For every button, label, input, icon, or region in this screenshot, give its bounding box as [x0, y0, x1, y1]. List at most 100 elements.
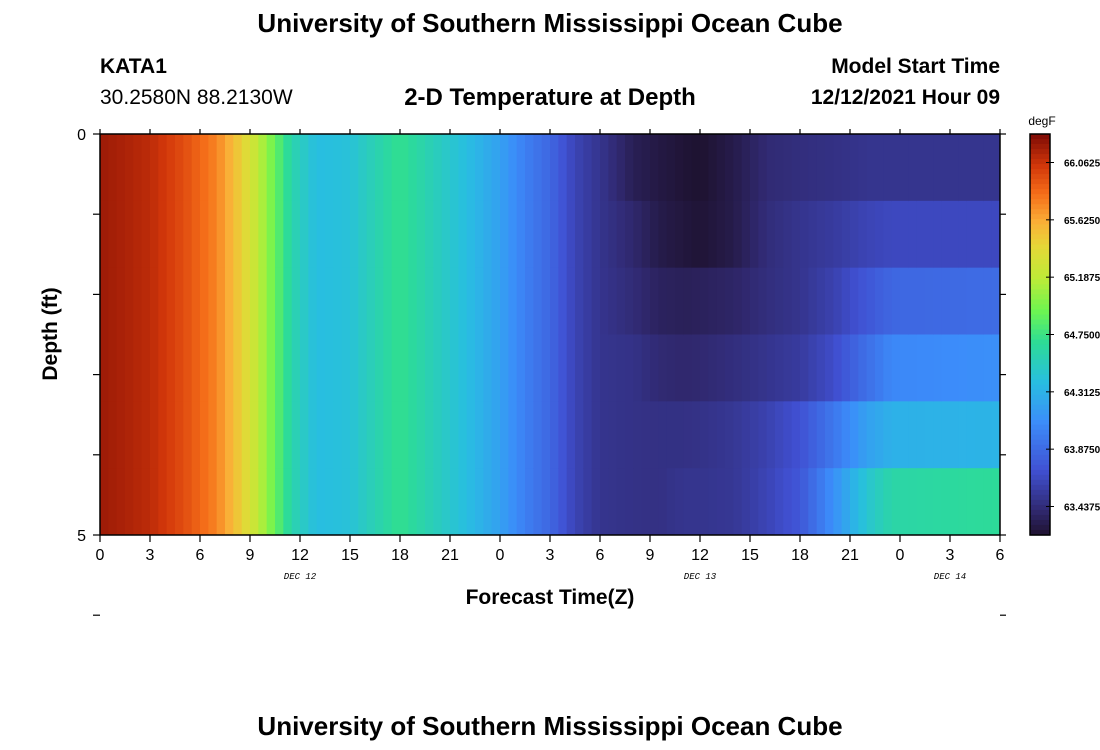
heatmap-cell: [616, 267, 626, 336]
heatmap-cell: [891, 468, 901, 535]
heatmap-cell: [666, 401, 676, 469]
heatmap-cell: [700, 401, 709, 469]
heatmap-cell: [150, 200, 159, 269]
colorbar: 66.0625 65.6250 65.1875 64.7500 64.3125 63.87…: [1029, 133, 1100, 536]
heatmap-cell: [566, 334, 576, 402]
heatmap-cell: [816, 401, 826, 469]
heatmap-cell: [283, 468, 293, 535]
heatmap-cell: [858, 267, 868, 336]
heatmap-cell: [366, 200, 376, 269]
heatmap-cell: [825, 267, 834, 336]
heatmap-cell: [833, 200, 843, 269]
page-title-bottom: University of Southern Mississippi Ocean…: [257, 711, 843, 741]
colorbar-segment: [1030, 404, 1050, 411]
heatmap-cell: [550, 401, 559, 469]
heatmap-cell: [916, 401, 926, 469]
heatmap-cell: [100, 134, 109, 202]
x-tick-label: 12: [691, 547, 709, 564]
heatmap-cell: [358, 334, 368, 402]
heatmap-cell: [958, 401, 968, 469]
heatmap-cell: [708, 401, 718, 469]
heatmap-cell: [833, 267, 843, 336]
heatmap-cell: [141, 401, 151, 469]
heatmap-cell: [925, 267, 934, 336]
heatmap-cell: [641, 134, 651, 202]
heatmap-cell: [616, 468, 626, 535]
y-tick-label: 5: [77, 528, 86, 545]
heatmap-cell: [683, 334, 693, 402]
heatmap-cell: [591, 267, 601, 336]
heatmap-cell: [800, 200, 809, 269]
heatmap-cell: [608, 267, 618, 336]
heatmap-cell: [975, 200, 984, 269]
heatmap-cell: [850, 267, 859, 336]
heatmap-cell: [358, 267, 368, 336]
heatmap-cell: [900, 200, 909, 269]
heatmap-cell: [141, 468, 151, 535]
heatmap-cell: [700, 134, 709, 202]
heatmap-cell: [433, 468, 443, 535]
heatmap-cell: [583, 334, 593, 402]
heatmap-cell: [875, 267, 884, 336]
heatmap-cell: [333, 134, 343, 202]
heatmap-cell: [966, 134, 976, 202]
heatmap-cell: [366, 267, 376, 336]
heatmap-cell: [575, 468, 584, 535]
heatmap-cell: [375, 468, 384, 535]
heatmap-cell: [925, 334, 934, 402]
heatmap-cell: [758, 200, 768, 269]
heatmap-cell: [933, 334, 943, 402]
heatmap-cell: [875, 401, 884, 469]
heatmap-cell: [816, 468, 826, 535]
colorbar-segment: [1030, 509, 1050, 516]
heatmap-cell: [675, 267, 684, 336]
heatmap-cell: [308, 334, 318, 402]
heatmap-cell: [316, 468, 326, 535]
heatmap-cell: [883, 267, 893, 336]
heatmap-cell: [858, 334, 868, 402]
colorbar-segment: [1030, 499, 1050, 506]
heatmap-cell: [591, 468, 601, 535]
heatmap-cell: [691, 468, 701, 535]
heatmap-cell: [391, 200, 401, 269]
heatmap-cell: [191, 401, 201, 469]
heatmap-cell: [250, 468, 259, 535]
heatmap-cell: [225, 134, 234, 202]
heatmap-cell: [275, 334, 284, 402]
heatmap-cell: [900, 134, 909, 202]
heatmap-cell: [383, 334, 393, 402]
heatmap-cell: [575, 401, 584, 469]
heatmap-cell: [166, 200, 176, 269]
station-coords: 30.2580N 88.2130W: [100, 86, 293, 109]
heatmap-cell: [200, 468, 209, 535]
x-tick-label: 12: [291, 547, 309, 564]
heatmap-cell: [725, 267, 734, 336]
colorbar-tick-label: 65.6250: [1064, 216, 1100, 227]
colorbar-segment: [1030, 424, 1050, 431]
heatmap-cell: [283, 134, 293, 202]
x-axis: 0 3 6 9 12 15 18 21 0 3 6 9 12 15 18 21 0 3 6: [96, 129, 1005, 564]
heatmap-cell: [825, 200, 834, 269]
heatmap-cell: [541, 468, 551, 535]
x-tick-label: 21: [841, 547, 859, 564]
colorbar-segment: [1030, 414, 1050, 421]
heatmap-cell: [466, 134, 476, 202]
heatmap-cell: [366, 401, 376, 469]
heatmap-cell: [516, 334, 526, 402]
date-label: DEC 13: [684, 572, 717, 582]
x-tick-label: 3: [146, 547, 155, 564]
heatmap-cell: [716, 267, 726, 336]
x-axis-label: Forecast Time(Z): [466, 586, 635, 609]
heatmap-cell: [766, 200, 776, 269]
heatmap-cell: [383, 200, 393, 269]
heatmap-cell: [333, 334, 343, 402]
heatmap-cell: [383, 267, 393, 336]
station-id: KATA1: [100, 55, 167, 78]
heatmap-cell: [966, 334, 976, 402]
colorbar-segment: [1030, 184, 1050, 190]
heatmap-cell: [891, 200, 901, 269]
heatmap-cell: [666, 134, 676, 202]
heatmap-cell: [766, 401, 776, 469]
heatmap-cell: [691, 134, 701, 202]
heatmap-cell: [541, 401, 551, 469]
